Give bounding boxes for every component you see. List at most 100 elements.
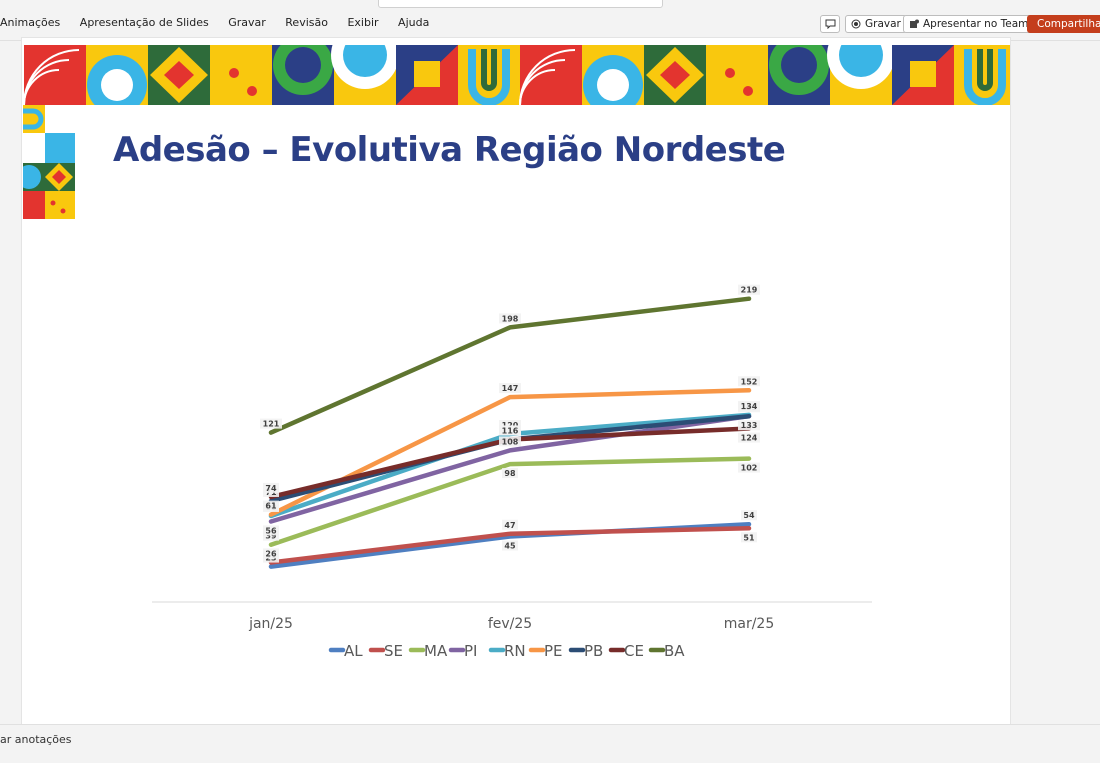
data-label-BA: 219 (738, 284, 760, 295)
data-label-bg (738, 284, 760, 295)
data-label-text: 152 (741, 377, 758, 386)
data-label-text: 147 (502, 384, 519, 393)
legend-label: SE (384, 642, 403, 660)
data-label-bg (263, 525, 279, 536)
legend-label: PE (544, 642, 563, 660)
data-label-RN: 134 (738, 400, 760, 411)
legend-label: AL (344, 642, 363, 660)
series-line-PE (268, 388, 752, 517)
legend-item-SE: SE (368, 642, 403, 660)
data-label-text: 26 (265, 549, 277, 558)
legend-label: CE (624, 642, 644, 660)
share-label: Compartilhar (1037, 18, 1100, 30)
tab-gravar[interactable]: Gravar (228, 16, 266, 29)
data-label-text: 102 (741, 464, 758, 473)
data-label-bg (738, 400, 760, 411)
x-tick-label: fev/25 (488, 616, 532, 632)
x-tick-label: mar/25 (724, 616, 775, 632)
data-label-PB: 133 (738, 420, 760, 431)
data-label-bg (502, 540, 518, 551)
comments-button[interactable] (820, 15, 840, 33)
record-button[interactable]: Gravar (845, 15, 907, 33)
tab-apresentacao[interactable]: Apresentação de Slides (79, 16, 209, 29)
decorative-banner (24, 45, 1010, 105)
data-label-text: 124 (741, 434, 758, 443)
data-label-bg (499, 425, 521, 436)
tab-exibir[interactable]: Exibir (347, 16, 379, 29)
legend-item-MA: MA (408, 642, 448, 660)
data-label-bg (502, 468, 518, 479)
series-line-BA (268, 296, 752, 435)
series-line-PI (268, 413, 752, 524)
data-label-bg (499, 313, 521, 324)
data-label-PI: 108 (499, 436, 521, 447)
legend-label: BA (664, 642, 685, 660)
data-label-bg (499, 420, 521, 430)
legend-item-BA: BA (648, 642, 685, 660)
share-button[interactable]: Compartilhar (1027, 15, 1100, 33)
data-label-text: 45 (504, 542, 516, 551)
data-label-text: 47 (504, 521, 515, 530)
legend-label: RN (504, 642, 526, 660)
ribbon: Animações Apresentação de Slides Gravar … (0, 0, 1100, 41)
legend-label: PB (584, 642, 603, 660)
legend-item-RN: RN (488, 642, 526, 660)
data-label-text: 116 (502, 426, 519, 435)
data-label-bg (263, 500, 279, 511)
legend-item-CE: CE (608, 642, 644, 660)
notes-bar: ar anotações (0, 724, 1100, 763)
legend-item-PB: PB (568, 642, 603, 660)
decorative-side-pattern (23, 105, 75, 219)
data-label-text: 121 (263, 420, 280, 429)
data-label-PI: 56 (263, 525, 279, 536)
data-label-bg (738, 462, 760, 473)
data-label-bg (263, 548, 279, 559)
data-label-text: 51 (743, 533, 755, 542)
data-label-SE: 26 (263, 548, 279, 559)
data-label-MA: 98 (502, 468, 518, 479)
data-label-bg (741, 532, 757, 543)
tab-revisao[interactable]: Revisão (285, 16, 328, 29)
data-label-bg (263, 530, 279, 541)
data-label-bg (499, 436, 521, 447)
data-label-AL: 54 (741, 510, 757, 521)
legend-label: PI (464, 642, 477, 660)
comment-icon (825, 19, 835, 29)
teams-icon (910, 19, 919, 28)
data-label-bg (502, 519, 518, 530)
data-label-bg (738, 432, 760, 443)
series-line-MA (268, 456, 752, 547)
slide[interactable]: Adesão – Evolutiva Região Nordeste jan/2… (22, 38, 1010, 724)
data-label-text: 219 (741, 286, 758, 295)
series-line-SE (268, 526, 752, 565)
data-label-text: 56 (265, 526, 277, 535)
data-label-PE: 152 (738, 376, 760, 387)
tab-ajuda[interactable]: Ajuda (398, 16, 430, 29)
data-label-text: 198 (502, 314, 519, 323)
data-label-CE: 74 (263, 482, 279, 493)
data-label-bg (499, 383, 521, 394)
ribbon-tabs: Animações Apresentação de Slides Gravar … (0, 16, 445, 29)
tab-animacoes[interactable]: Animações (0, 16, 61, 29)
data-label-bg (263, 482, 279, 493)
data-label-CE: 124 (738, 432, 760, 443)
legend-label: MA (424, 642, 448, 660)
data-label-PE: 147 (499, 383, 521, 394)
data-label-text: 108 (502, 437, 519, 446)
legend-item-AL: AL (328, 642, 363, 660)
teams-button[interactable]: Apresentar no Teams (903, 15, 1040, 33)
data-label-text: 98 (504, 469, 516, 478)
data-label-MA: 39 (263, 530, 279, 541)
data-label-text: 133 (741, 421, 758, 430)
notes-label[interactable]: ar anotações (0, 733, 72, 746)
data-label-text: 39 (265, 532, 277, 541)
data-label-AL: 45 (502, 540, 518, 551)
data-label-PE: 61 (263, 500, 279, 511)
data-label-CE: 116 (499, 425, 521, 436)
data-label-text: 54 (743, 511, 755, 520)
record-label: Gravar (865, 18, 901, 30)
legend-item-PI: PI (448, 642, 477, 660)
data-label-text: 61 (265, 502, 277, 511)
search-input[interactable] (378, 0, 663, 8)
legend-item-PE: PE (528, 642, 563, 660)
